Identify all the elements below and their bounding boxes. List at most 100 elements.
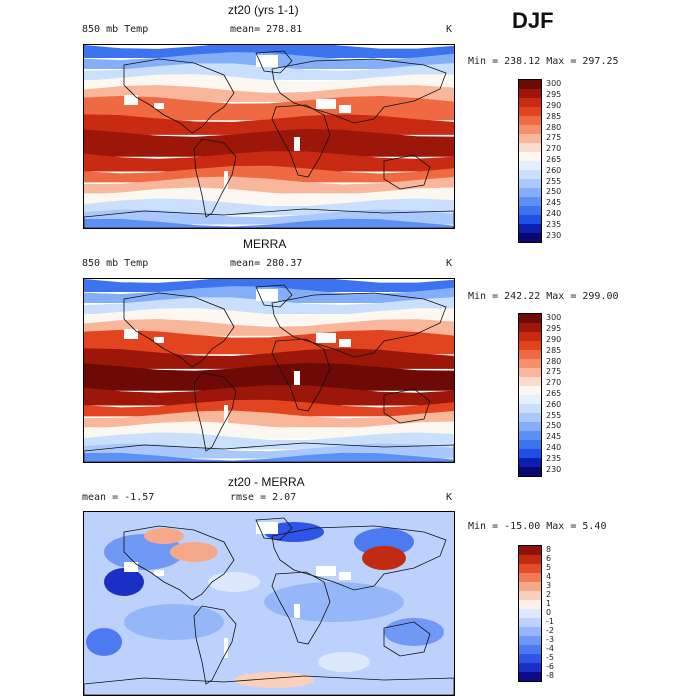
colorbar-swatch: [519, 107, 541, 116]
missing-data-patch: [339, 105, 351, 113]
coastline: [271, 571, 331, 645]
colorbar-swatch: [519, 431, 541, 440]
colorbar-swatch: [519, 377, 541, 386]
colorbar-tick-label: 270: [546, 378, 562, 388]
panel-1-variable-label: 850 mb Temp: [82, 24, 149, 35]
panel-3-mean-label: mean = -1.57: [82, 492, 155, 503]
temperature-band: [84, 165, 454, 183]
colorbar-tick-label: -6: [546, 661, 554, 671]
difference-patch: [170, 542, 218, 562]
colorbar-tick-label: 2: [546, 589, 552, 599]
colorbar-tick-label: 6: [546, 553, 552, 563]
missing-data-patch: [316, 99, 336, 109]
missing-data-patch: [224, 405, 228, 425]
colorbar-swatch: [519, 600, 541, 609]
panel-3-title: zt20 - MERRA: [228, 475, 305, 489]
coastline: [123, 58, 235, 134]
difference-patch: [318, 652, 370, 672]
coastline: [255, 517, 293, 541]
temperature-band: [84, 128, 454, 157]
colorbar-tick-label: 285: [546, 345, 562, 355]
colorbar-swatch: [519, 89, 541, 98]
colorbar-tick-label: -8: [546, 670, 554, 680]
colorbar-tick-label: -4: [546, 643, 554, 653]
temperature-band: [84, 279, 454, 292]
colorbar-swatch: [519, 143, 541, 152]
missing-data-patch: [316, 566, 336, 576]
colorbar-tick-label: 4: [546, 571, 552, 581]
colorbar-swatch: [519, 636, 541, 645]
coastline: [123, 292, 235, 368]
colorbar-tick-label: 245: [546, 432, 562, 442]
colorbar-tick-label: 0: [546, 607, 552, 617]
colorbar-swatch: [519, 98, 541, 107]
panel-3-colorbar: [518, 545, 542, 682]
colorbar-swatch: [519, 672, 541, 681]
colorbar-swatch: [519, 332, 541, 341]
colorbar-swatch: [519, 413, 541, 422]
panel-2-minmax: Min = 242.22 Max = 299.00: [468, 291, 619, 302]
panel-2-title: MERRA: [243, 237, 287, 251]
temperature-band: [84, 399, 454, 417]
panel-3-units: K: [446, 492, 453, 503]
colorbar-swatch: [519, 179, 541, 188]
missing-data-patch: [256, 55, 278, 67]
panel-3-minmax: Min = -15.00 Max = 5.40: [468, 521, 607, 532]
colorbar-tick-label: 3: [546, 580, 552, 590]
colorbar-swatch: [519, 323, 541, 332]
panel-2-variable-label: 850 mb Temp: [82, 258, 149, 269]
colorbar-tick-label: 290: [546, 335, 562, 344]
coastline: [123, 525, 235, 601]
colorbar-swatch: [519, 161, 541, 170]
colorbar-swatch: [519, 663, 541, 672]
colorbar-swatch: [519, 170, 541, 179]
temperature-band: [84, 362, 454, 391]
panel-3-map-svg: [84, 512, 454, 695]
colorbar-swatch: [519, 422, 541, 431]
colorbar-tick-label: 265: [546, 155, 562, 164]
colorbar-tick-label: 240: [546, 443, 562, 452]
coastline: [383, 621, 431, 657]
colorbar-swatch: [519, 573, 541, 582]
temperature-band: [84, 151, 454, 172]
colorbar-tick-label: -1: [546, 616, 554, 626]
colorbar-swatch: [519, 618, 541, 627]
colorbar-swatch: [519, 591, 541, 600]
colorbar-swatch: [519, 134, 541, 143]
temperature-band: [84, 114, 454, 135]
temperature-band: [84, 452, 454, 462]
colorbar-swatch: [519, 564, 541, 573]
missing-data-patch: [294, 604, 300, 618]
colorbar-tick-label: 260: [546, 399, 562, 409]
coastline: [84, 442, 454, 462]
coastline: [255, 284, 293, 308]
colorbar-swatch: [519, 449, 541, 458]
colorbar-swatch: [519, 440, 541, 449]
colorbar-swatch: [519, 627, 541, 636]
temperature-band: [84, 348, 454, 369]
colorbar-tick-label: 270: [546, 144, 562, 154]
difference-patch: [264, 582, 404, 622]
panel-2-colorbar: [518, 313, 542, 477]
difference-patch: [208, 572, 260, 592]
colorbar-swatch: [519, 555, 541, 564]
colorbar-swatch: [519, 215, 541, 224]
temperature-band: [84, 385, 454, 406]
missing-data-patch: [339, 572, 351, 580]
colorbar-tick-label: 265: [546, 389, 562, 398]
colorbar-tick-label: 5: [546, 562, 552, 572]
colorbar-swatch: [519, 368, 541, 377]
colorbar-swatch: [519, 386, 541, 395]
difference-patch: [354, 528, 414, 556]
colorbar-swatch: [519, 546, 541, 555]
colorbar-swatch: [519, 350, 541, 359]
difference-patch: [86, 628, 122, 656]
colorbar-swatch: [519, 152, 541, 161]
colorbar-tick-label: 8: [546, 544, 552, 554]
colorbar-tick-label: 295: [546, 90, 562, 100]
panel-1-colorbar: [518, 79, 542, 243]
colorbar-tick-label: -3: [546, 634, 554, 644]
colorbar-swatch: [519, 609, 541, 618]
missing-data-patch: [154, 103, 164, 109]
temperature-band: [84, 329, 454, 355]
